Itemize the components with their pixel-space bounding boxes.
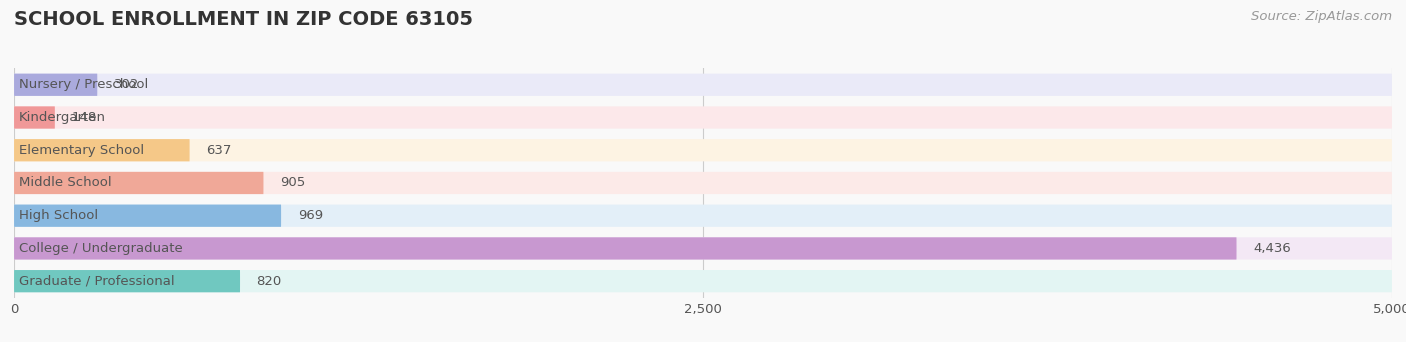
Text: Middle School: Middle School bbox=[20, 176, 111, 189]
Text: 905: 905 bbox=[280, 176, 305, 189]
Text: College / Undergraduate: College / Undergraduate bbox=[20, 242, 183, 255]
Text: 969: 969 bbox=[298, 209, 323, 222]
FancyBboxPatch shape bbox=[14, 74, 97, 96]
Text: Kindergarten: Kindergarten bbox=[20, 111, 105, 124]
FancyBboxPatch shape bbox=[14, 106, 1392, 129]
Text: 820: 820 bbox=[256, 275, 281, 288]
Text: 302: 302 bbox=[114, 78, 139, 91]
FancyBboxPatch shape bbox=[14, 270, 240, 292]
FancyBboxPatch shape bbox=[14, 106, 55, 129]
FancyBboxPatch shape bbox=[14, 237, 1392, 260]
FancyBboxPatch shape bbox=[14, 205, 1392, 227]
Text: Elementary School: Elementary School bbox=[20, 144, 145, 157]
FancyBboxPatch shape bbox=[14, 74, 1392, 96]
Text: High School: High School bbox=[20, 209, 98, 222]
FancyBboxPatch shape bbox=[14, 172, 263, 194]
FancyBboxPatch shape bbox=[14, 139, 190, 161]
FancyBboxPatch shape bbox=[14, 270, 1392, 292]
Text: 148: 148 bbox=[72, 111, 97, 124]
Text: 4,436: 4,436 bbox=[1253, 242, 1291, 255]
Text: Graduate / Professional: Graduate / Professional bbox=[20, 275, 174, 288]
FancyBboxPatch shape bbox=[14, 139, 1392, 161]
FancyBboxPatch shape bbox=[14, 205, 281, 227]
FancyBboxPatch shape bbox=[14, 172, 1392, 194]
Text: Source: ZipAtlas.com: Source: ZipAtlas.com bbox=[1251, 10, 1392, 23]
Text: Nursery / Preschool: Nursery / Preschool bbox=[20, 78, 148, 91]
Text: 637: 637 bbox=[207, 144, 232, 157]
Text: SCHOOL ENROLLMENT IN ZIP CODE 63105: SCHOOL ENROLLMENT IN ZIP CODE 63105 bbox=[14, 10, 472, 29]
FancyBboxPatch shape bbox=[14, 237, 1236, 260]
